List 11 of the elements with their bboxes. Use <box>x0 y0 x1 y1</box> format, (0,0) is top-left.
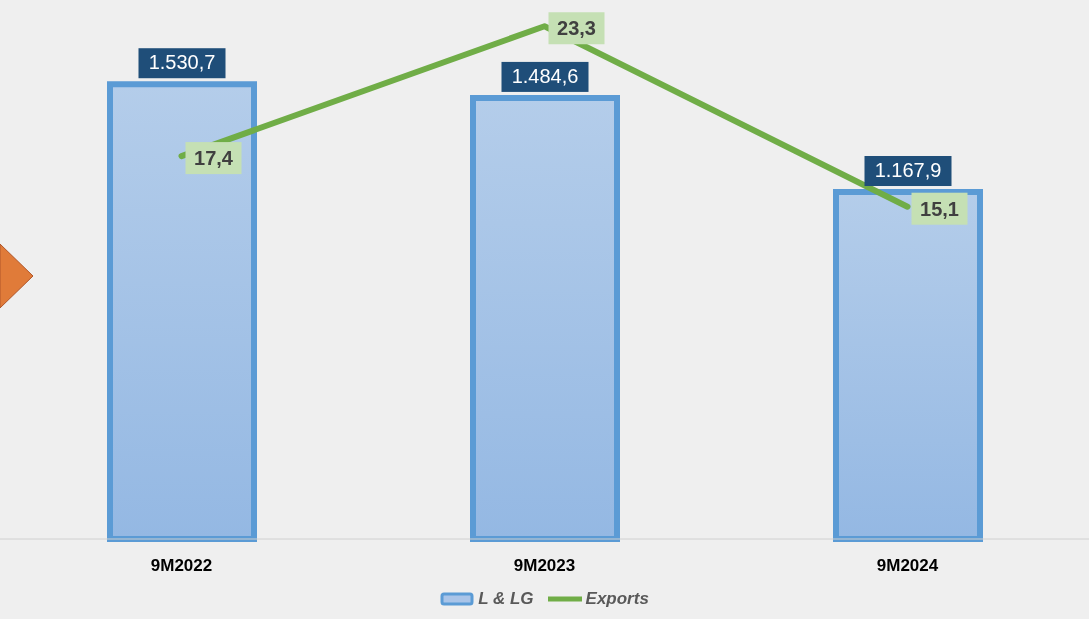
data-label: 1.167,9 <box>874 159 942 182</box>
legend-label: Exports <box>585 589 649 609</box>
x-tick-label: 9M2024 <box>876 556 939 576</box>
data-label: 23,3 <box>557 17 596 40</box>
x-tick-label: 9M2023 <box>513 556 576 576</box>
data-label: 17,4 <box>194 147 234 170</box>
data-label: 15,1 <box>920 197 959 220</box>
data-label: 1.530,7 <box>148 51 216 74</box>
x-tick-label: 9M2022 <box>150 556 213 576</box>
data-label: 1.484,6 <box>511 64 579 87</box>
legend-label: L & LG <box>478 589 534 609</box>
